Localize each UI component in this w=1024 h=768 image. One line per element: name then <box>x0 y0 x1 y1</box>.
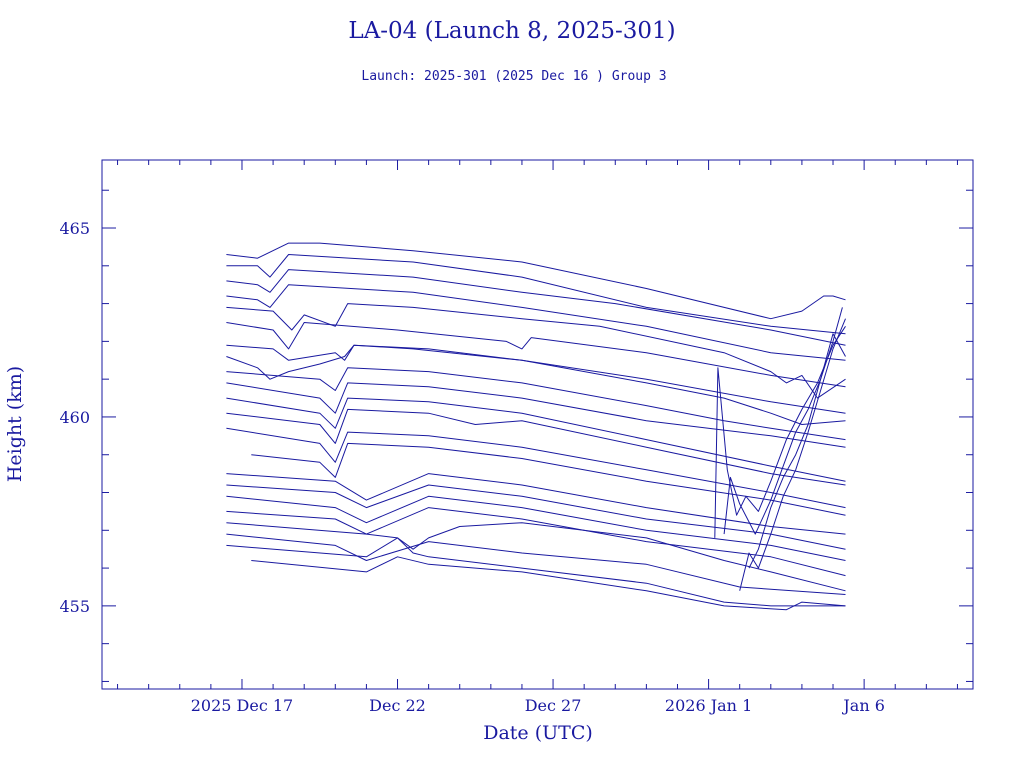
series-line-track-10 <box>226 382 846 448</box>
series-line-track-18 <box>226 507 846 577</box>
axis-ticks <box>102 160 973 689</box>
tick-labels: 2025 Dec 17 Dec 22 Dec 27 2026 Jan 1 Jan 6 45… <box>59 219 884 715</box>
series-line-track-6 <box>226 322 846 388</box>
series-line-track-5 <box>226 303 846 399</box>
series-line-track-8 <box>226 344 846 425</box>
x-tick-label: 2026 Jan 1 <box>665 696 752 715</box>
x-tick-label: 2025 Dec 17 <box>191 696 294 715</box>
series-line-track-20 <box>226 533 846 595</box>
series-line-track-11 <box>226 397 846 482</box>
series-line-track-2 <box>226 254 846 335</box>
x-tick-label: Dec 22 <box>369 696 426 715</box>
y-tick-label: 460 <box>59 408 90 427</box>
y-axis-label: Height (km) <box>4 366 26 482</box>
x-tick-label: Dec 27 <box>525 696 582 715</box>
series-line-track-9 <box>226 367 846 441</box>
series-line-track-12 <box>226 408 846 486</box>
series-line-track-4 <box>226 284 846 361</box>
x-axis-label: Date (UTC) <box>483 722 593 744</box>
series-line-track-16 <box>226 484 846 550</box>
series-line-track-21 <box>226 537 846 607</box>
series-line-track-19 <box>226 522 846 592</box>
series-lines <box>226 242 846 611</box>
series-line-track-22 <box>251 556 846 611</box>
x-tick-label: Jan 6 <box>841 696 885 715</box>
series-line-track-17 <box>226 495 846 561</box>
series-line-track-24 <box>723 333 846 535</box>
series-line-track-14 <box>251 442 846 516</box>
series-line-track-26 <box>748 307 843 569</box>
plot-frame <box>101 159 974 690</box>
y-tick-label: 465 <box>59 219 90 238</box>
series-line-track-25 <box>739 318 846 591</box>
chart-title: LA-04 (Launch 8, 2025-301) <box>348 18 675 44</box>
series-line-track-23 <box>714 326 846 538</box>
series-line-track-13 <box>226 427 846 509</box>
series-line-track-1 <box>226 242 846 320</box>
chart-subtitle: Launch: 2025-301 (2025 Dec 16 ) Group 3 <box>361 69 666 84</box>
y-tick-label: 455 <box>59 597 90 616</box>
series-line-track-3 <box>226 269 846 346</box>
